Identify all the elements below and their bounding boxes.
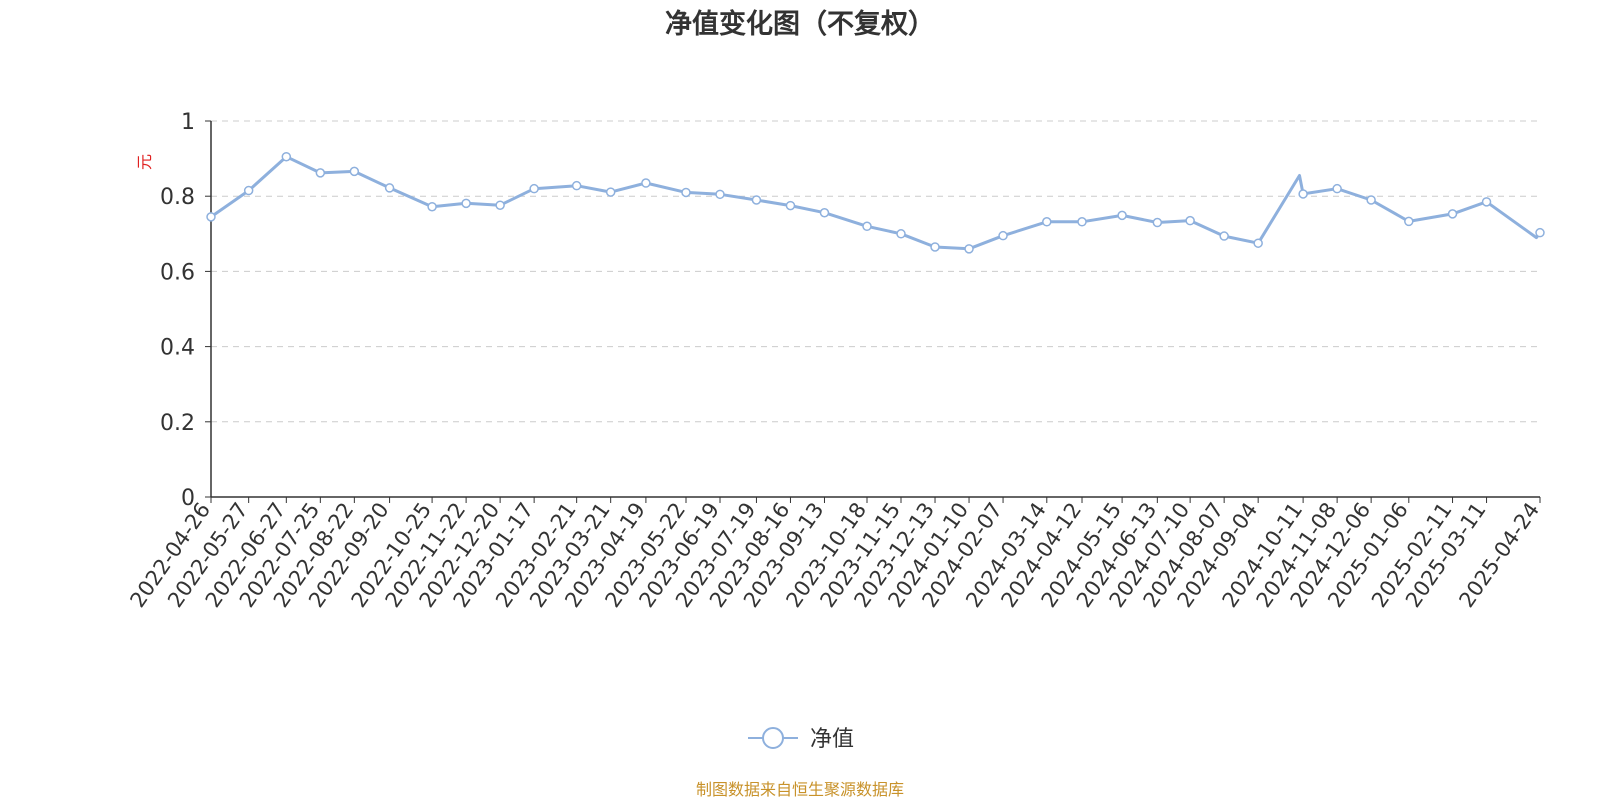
data-point [1298,189,1308,199]
axis-layer: 00.20.40.60.812022-04-262022-05-272022-0… [125,110,1544,612]
data-point [785,200,796,211]
chart-title: 净值变化图（不复权） [665,9,935,40]
y-tick-label: 0.2 [160,411,195,436]
data-point [896,229,906,239]
data-point [930,242,940,252]
data-point [751,195,762,205]
legend[interactable]: 净值 [748,727,854,752]
y-tick-label: 0 [181,486,195,511]
data-point [1404,216,1414,227]
grid-layer [211,120,1540,423]
data-point [964,244,974,254]
data-point [862,221,872,232]
y-tick-label: 0.6 [160,260,195,285]
data-point [1185,215,1195,226]
data-point [715,189,725,200]
data-point [349,166,360,177]
data-point [1042,217,1052,227]
data-point [243,185,254,196]
data-point [1253,238,1263,248]
data-point [1535,227,1545,238]
data-point [384,183,395,193]
data-point [641,178,651,188]
line-layer [210,155,1542,251]
data-point [819,207,830,218]
data-point [1332,183,1342,194]
data-point [1117,210,1127,221]
legend-marker-icon [762,727,784,749]
data-point [281,151,292,162]
marker-layer [206,151,1545,254]
data-point [571,180,582,191]
legend-label: 净值 [810,727,854,752]
data-point [1077,217,1087,227]
series-line [210,155,1542,251]
data-point [1152,217,1163,228]
y-tick-label: 1 [181,110,195,135]
data-point [427,201,437,212]
data-point [461,198,471,209]
data-point [1366,195,1376,205]
y-axis-label: 元 [135,154,154,170]
data-point [529,183,539,194]
data-point [998,230,1008,241]
y-tick-label: 0.8 [160,185,195,210]
source-note: 制图数据来自恒生聚源数据库 [695,780,904,799]
data-point [315,168,326,178]
data-point [1219,231,1229,241]
data-point [681,187,691,198]
data-point [605,187,616,197]
data-point [206,212,216,222]
data-point [1481,197,1492,207]
data-point [495,200,505,210]
data-point [1447,209,1458,219]
y-tick-label: 0.4 [160,336,195,361]
